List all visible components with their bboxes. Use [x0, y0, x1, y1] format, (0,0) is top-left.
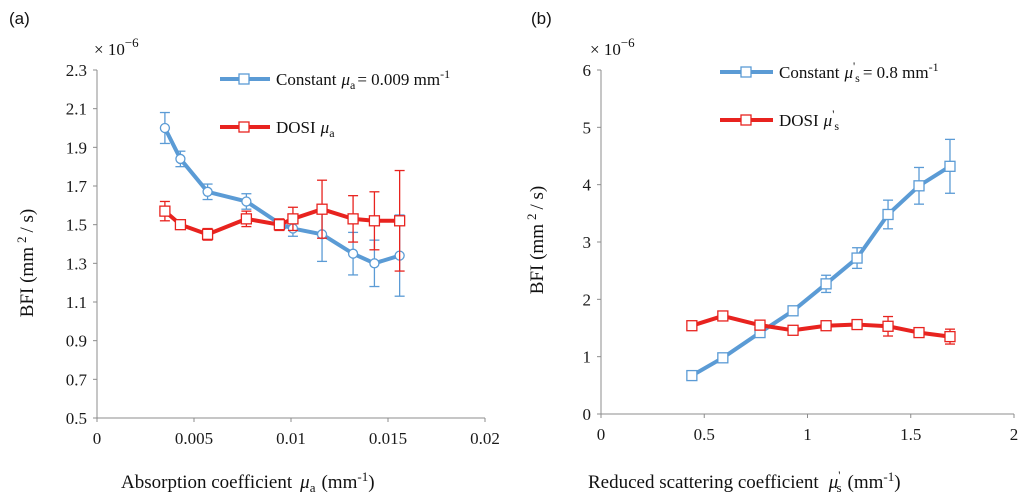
x-tick-label: 1 [803, 425, 812, 444]
panel-a-legend: Constant μa = 0.009 mm-1 DOSI μa [220, 67, 450, 140]
data-point [754, 319, 766, 331]
data-point [686, 320, 698, 332]
y-tick-label: 2.1 [66, 100, 87, 119]
legend-marker-dosi-a [238, 121, 250, 133]
panel-a-ylabel: BFI (mm2/ s) [14, 209, 38, 317]
legend-label-constant-b: Constant μ's = 0.8 mm-1 [779, 59, 939, 85]
data-point [347, 213, 359, 225]
y-tick-label: 0.5 [66, 409, 87, 428]
data-point [174, 219, 187, 231]
x-tick-label: 0.005 [175, 429, 213, 448]
legend-marker-constant-b [740, 66, 752, 78]
series-line [690, 164, 952, 378]
panel-b-multiplier: × 10−6 [590, 35, 635, 59]
data-point [202, 186, 213, 197]
x-tick-label: 0 [597, 425, 606, 444]
y-tick-label: 0 [583, 405, 592, 424]
panel-b-legend: Constant μ's = 0.8 mm-1 DOSI μ's [720, 59, 939, 133]
data-point [851, 252, 863, 264]
data-point [240, 213, 253, 225]
panel-a-xlabel: Absorption coefficient μa (mm-1) [121, 469, 375, 495]
legend-label-constant-a: Constant μa = 0.009 mm-1 [276, 67, 450, 92]
data-point [287, 213, 299, 225]
y-tick-label: 0.7 [66, 370, 88, 389]
data-point [369, 258, 380, 269]
series-line [163, 127, 401, 266]
x-tick-label: 0.02 [470, 429, 500, 448]
y-tick-label: 5 [583, 118, 592, 137]
y-tick-label: 2.3 [66, 61, 87, 80]
data-point [393, 215, 406, 227]
panel-b-xlabel: Reduced scattering coefficient μ' s (mm-1) [588, 468, 901, 495]
y-tick-label: 1.7 [66, 177, 88, 196]
data-point [913, 326, 925, 339]
x-tick-label: 2 [1010, 425, 1019, 444]
legend-label-dosi-b: DOSI μ's [779, 107, 839, 133]
data-point [944, 330, 956, 343]
data-point [159, 205, 171, 217]
y-tick-label: 4 [583, 176, 592, 195]
legend-marker-constant-a [238, 73, 250, 85]
panel-b-plot: 0 1 2 3 4 5 6 0 0.5 1 1.5 2 [583, 61, 1019, 444]
data-point [717, 352, 729, 364]
series-line [163, 207, 400, 237]
data-point [787, 305, 799, 317]
panel-a-plot: 0.5 0.7 0.9 1.1 1.3 1.5 1.7 1.9 2.1 2.3 0 0.005 0.01… [66, 61, 500, 448]
data-point [882, 320, 894, 332]
series-constant [159, 111, 405, 297]
panel-a-label: (a) [9, 9, 30, 28]
panel-a-multiplier: × 10−6 [94, 35, 139, 59]
data-point [368, 215, 381, 227]
plot-layer: 0.5 0.7 0.9 1.1 1.3 1.5 1.7 1.9 2.1 2.3 0 0.005 0.01… [66, 61, 1019, 448]
data-point [273, 219, 286, 231]
data-point [241, 196, 252, 207]
x-tick-label: 0.01 [276, 429, 306, 448]
data-point [944, 160, 956, 172]
panel-b-ylabel: BFI (mm2/ s) [524, 186, 548, 294]
y-tick-label: 1.3 [66, 254, 87, 273]
y-tick-label: 1.5 [66, 216, 87, 235]
x-tick-label: 0 [93, 429, 102, 448]
y-tick-label: 6 [583, 61, 592, 80]
x-tick-label: 0.5 [694, 425, 715, 444]
series-dosi [686, 310, 956, 345]
legend-label-dosi-a: DOSI μa [276, 118, 335, 140]
y-tick-label: 2 [583, 290, 592, 309]
y-tick-label: 0.9 [66, 332, 87, 351]
data-point [787, 324, 799, 336]
data-point [851, 318, 863, 331]
x-tick-label: 0.015 [369, 429, 407, 448]
x-tick-label: 1.5 [900, 425, 921, 444]
data-point [316, 203, 328, 215]
y-tick-label: 3 [583, 233, 592, 252]
data-point [686, 369, 698, 382]
data-point [717, 310, 729, 322]
y-tick-label: 1.9 [66, 138, 87, 157]
data-point [882, 208, 894, 221]
series-constant [686, 138, 956, 382]
data-point [820, 278, 832, 290]
data-point [913, 180, 925, 192]
data-point [201, 228, 214, 240]
y-tick-label: 1.1 [66, 293, 87, 312]
data-point [347, 248, 359, 259]
y-tick-label: 1 [583, 348, 592, 367]
data-point [175, 153, 186, 165]
panel-b-label: (b) [531, 9, 552, 28]
legend-marker-dosi-b [740, 114, 752, 126]
series-dosi [159, 169, 406, 272]
data-point [159, 122, 171, 134]
data-point [820, 320, 832, 332]
